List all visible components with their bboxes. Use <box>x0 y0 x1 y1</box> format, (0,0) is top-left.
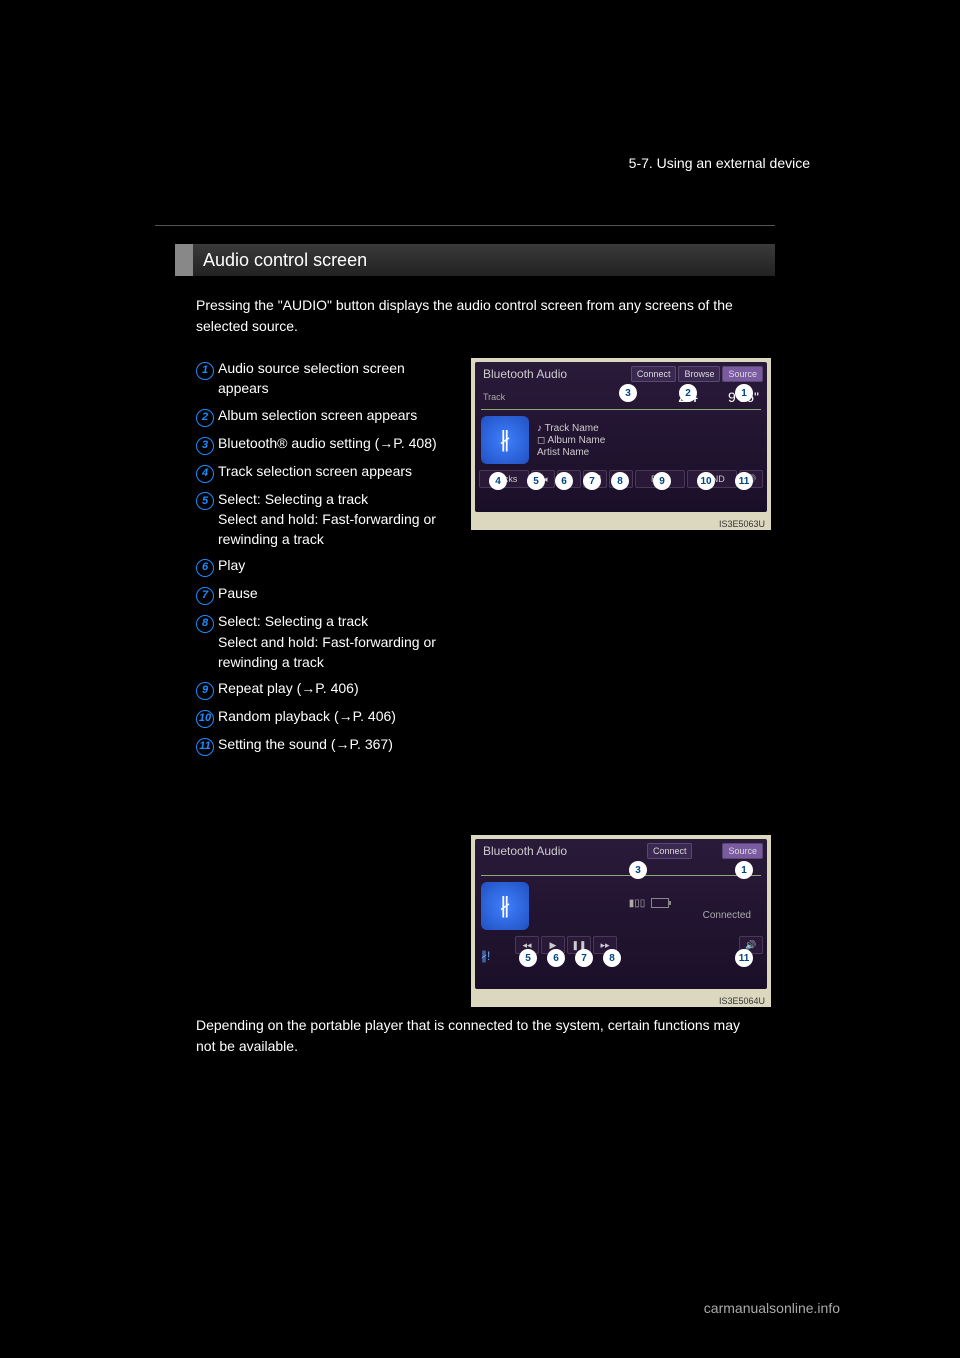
ss1-image-id: IS3E5063U <box>719 519 765 529</box>
ss2-image-id: IS3E5064U <box>719 996 765 1006</box>
list-item-1: 1Audio source selection screen appears <box>196 358 446 399</box>
ss2-next-button[interactable]: ▸▸ <box>593 936 617 954</box>
item-number-4: 4 <box>196 461 218 483</box>
ss2-connect-button[interactable]: Connect <box>647 843 693 859</box>
ss2-bottom-bar: ◂◂ ▶ ❚❚ ▸▸ 🔊 <box>475 936 767 958</box>
list-item-4: 4Track selection screen appears <box>196 461 446 483</box>
list-item-10: 10Random playback (→P. 406) <box>196 706 446 728</box>
item-list: 1Audio source selection screen appears2A… <box>196 358 446 762</box>
ss1-rand-button[interactable]: RAND <box>687 470 737 488</box>
list-item-6: 6Play <box>196 555 446 577</box>
ss2-sound-button[interactable]: 🔊 <box>739 936 763 954</box>
intro-text: Pressing the "AUDIO" button displays the… <box>196 295 756 337</box>
item-text-6: Play <box>218 555 446 575</box>
ss1-browse-button[interactable]: Browse <box>678 366 720 382</box>
ss1-info: ♪ Track Name ◻ Album Name Artist Name <box>529 422 761 459</box>
item-number-6: 6 <box>196 555 218 577</box>
item-text-3: Bluetooth® audio setting (→P. 408) <box>218 433 446 453</box>
item-number-9: 9 <box>196 678 218 700</box>
item-text-4: Track selection screen appears <box>218 461 446 481</box>
footer-watermark: carmanualsonline.info <box>704 1300 840 1316</box>
item-text-10: Random playback (→P. 406) <box>218 706 446 726</box>
ss1-play-button[interactable]: ▶ <box>557 470 581 488</box>
list-item-7: 7Pause <box>196 583 446 605</box>
ss1-connect-button[interactable]: Connect <box>631 366 677 382</box>
ss1-mid: ∦ ♪ Track Name ◻ Album Name Artist Name <box>475 410 767 470</box>
item-number-3: 3 <box>196 433 218 455</box>
screenshot-1: Bluetooth Audio Connect Browse Source Tr… <box>471 358 771 530</box>
ss2-source-button[interactable]: Source <box>722 843 763 859</box>
ss2-play-button[interactable]: ▶ <box>541 936 565 954</box>
ss1-source-button[interactable]: Source <box>722 366 763 382</box>
ss1-track-num: 24 <box>678 386 698 407</box>
ss2-title: Bluetooth Audio <box>479 844 645 858</box>
item-number-5: 5 <box>196 489 218 511</box>
section-header: Audio control screen <box>175 244 775 276</box>
item-number-10: 10 <box>196 706 218 728</box>
ss1-title: Bluetooth Audio <box>479 367 629 381</box>
ss1-prev-button[interactable]: ◂◂ <box>531 470 555 488</box>
item-number-2: 2 <box>196 405 218 427</box>
item-number-7: 7 <box>196 583 218 605</box>
ss2-mid: ∦ ▮▯▯ Connected <box>475 876 767 936</box>
item-text-9: Repeat play (→P. 406) <box>218 678 446 698</box>
bluetooth-icon: ∦ <box>481 416 529 464</box>
screenshot-2: Bluetooth Audio Connect Source ∦ ▮▯▯ Con… <box>471 835 771 1007</box>
ss1-sound-button[interactable]: 🔊 <box>739 470 763 488</box>
item-text-8: Select: Selecting a track Select and hol… <box>218 611 446 672</box>
ss1-titlebar: Bluetooth Audio Connect Browse Source <box>475 362 767 386</box>
bluetooth-icon: ∦ <box>481 882 529 930</box>
depending-note: Depending on the portable player that is… <box>196 1015 756 1057</box>
signal-icon: ▮▯▯ <box>629 898 646 909</box>
ss1-artist-name: Artist Name <box>537 447 761 458</box>
item-number-11: 11 <box>196 734 218 756</box>
ss2-pause-button[interactable]: ❚❚ <box>567 936 591 954</box>
ss1-bottom-bar: Tracks ◂◂ ▶ ❚❚ ▸▸ RPT RAND 🔊 <box>475 470 767 492</box>
ss2-signal-row: ▮▯▯ <box>537 892 761 909</box>
ss1-time: 9'56" <box>728 389 759 405</box>
item-number-8: 8 <box>196 611 218 633</box>
ss1-track-label: Track <box>483 392 505 402</box>
item-text-7: Pause <box>218 583 446 603</box>
ss2-prev-button[interactable]: ◂◂ <box>515 936 539 954</box>
item-text-1: Audio source selection screen appears <box>218 358 446 399</box>
bluetooth-status-icon: ∦! <box>481 949 490 963</box>
list-item-2: 2Album selection screen appears <box>196 405 446 427</box>
item-text-2: Album selection screen appears <box>218 405 446 425</box>
list-item-3: 3Bluetooth® audio setting (→P. 408) <box>196 433 446 455</box>
ss1-track-row: Track 24 9'56" <box>475 386 767 409</box>
section-rule <box>155 225 775 226</box>
ss1-tracks-button[interactable]: Tracks <box>479 470 529 488</box>
item-text-5: Select: Selecting a track Select and hol… <box>218 489 446 550</box>
list-item-5: 5Select: Selecting a track Select and ho… <box>196 489 446 550</box>
ss1-next-button[interactable]: ▸▸ <box>609 470 633 488</box>
battery-icon <box>651 898 669 908</box>
ss1-rpt-button[interactable]: RPT <box>635 470 685 488</box>
ss1-track-name: ♪ Track Name <box>537 423 761 434</box>
ss2-connected-label: Connected <box>537 910 761 921</box>
item-text-11: Setting the sound (→P. 367) <box>218 734 446 754</box>
screenshot-1-inner: Bluetooth Audio Connect Browse Source Tr… <box>475 362 767 512</box>
ss1-album-name: ◻ Album Name <box>537 435 761 446</box>
section-title: Audio control screen <box>203 250 367 271</box>
screenshot-2-inner: Bluetooth Audio Connect Source ∦ ▮▯▯ Con… <box>475 839 767 989</box>
list-item-11: 11Setting the sound (→P. 367) <box>196 734 446 756</box>
list-item-8: 8Select: Selecting a track Select and ho… <box>196 611 446 672</box>
list-item-9: 9Repeat play (→P. 406) <box>196 678 446 700</box>
item-number-1: 1 <box>196 358 218 380</box>
ss2-titlebar: Bluetooth Audio Connect Source <box>475 839 767 863</box>
ss2-info: ▮▯▯ Connected <box>529 891 761 922</box>
page-header: 5-7. Using an external device <box>629 155 810 171</box>
page-section-label: 5-7. Using an external device <box>629 155 810 171</box>
ss1-pause-button[interactable]: ❚❚ <box>583 470 607 488</box>
